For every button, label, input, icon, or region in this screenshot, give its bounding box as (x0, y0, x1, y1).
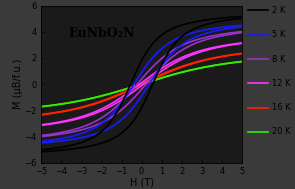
Text: 12 K: 12 K (272, 79, 291, 88)
Text: EuNbO₂N: EuNbO₂N (68, 27, 135, 40)
Text: 2 K: 2 K (272, 6, 285, 15)
Text: 5 K: 5 K (272, 30, 285, 39)
Text: 8 K: 8 K (272, 54, 286, 64)
Text: 16 K: 16 K (272, 103, 291, 112)
Y-axis label: M (μB/f.u.): M (μB/f.u.) (13, 59, 23, 109)
Text: 20 K: 20 K (272, 127, 291, 136)
X-axis label: H (T): H (T) (130, 178, 154, 188)
